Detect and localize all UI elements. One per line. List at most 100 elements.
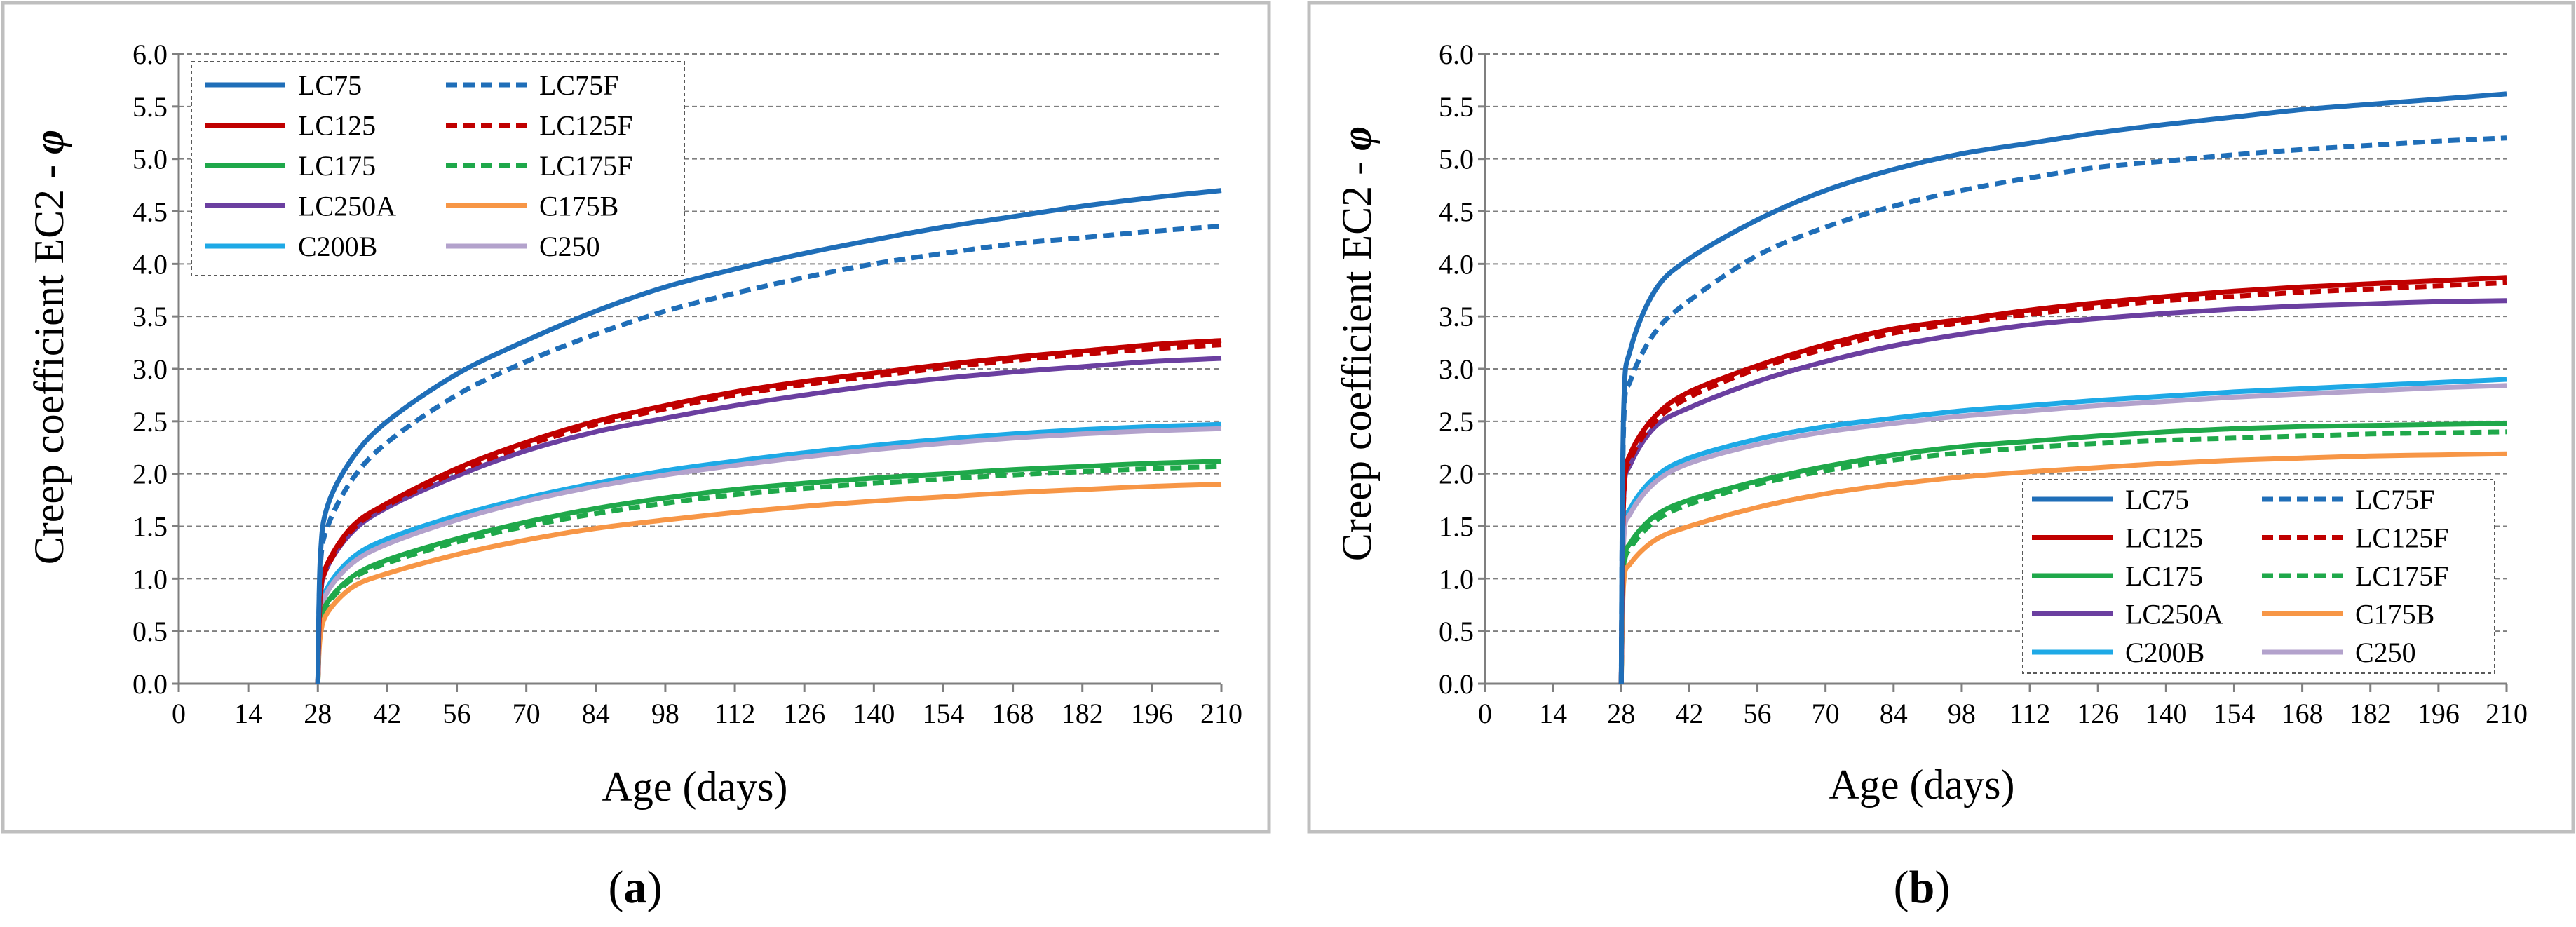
chart-b-y-tick-label: 0.5 bbox=[1439, 616, 1474, 647]
chart-a-x-tick-label: 126 bbox=[783, 698, 825, 729]
chart-b-y-axis-title: Creep coefficient EC2 - φ bbox=[1334, 126, 1380, 561]
chart-a-series bbox=[315, 188, 1222, 684]
chart-b-series-lc125f bbox=[1618, 280, 2507, 684]
chart-panel-b: 0.00.51.01.52.02.53.03.54.04.55.05.56.0 … bbox=[1307, 1, 2575, 834]
chart-a-x-tick-label: 168 bbox=[992, 698, 1034, 729]
chart-b-y-tick-label: 1.0 bbox=[1439, 563, 1474, 595]
chart-a-legend-label-lc75f: LC75F bbox=[539, 69, 618, 101]
chart-b-series-lc175 bbox=[1618, 421, 2507, 684]
chart-a-series-lc175f bbox=[315, 464, 1222, 684]
chart-b-x-tick-label: 196 bbox=[2418, 698, 2460, 729]
chart-a-legend-label-lc175: LC175 bbox=[298, 150, 376, 182]
chart-a-x-axis-title: Age (days) bbox=[602, 764, 788, 810]
chart-a-x-tick-label: 140 bbox=[853, 698, 895, 729]
chart-a-x-ticks: 0 14 28 42 56 70 84 98 112 126 140 154 168 182 196 210 bbox=[172, 684, 1242, 729]
chart-a-series-lc125f bbox=[315, 342, 1222, 684]
chart-b-x-axis-title: Age (days) bbox=[1829, 762, 2015, 808]
chart-a-y-tick-label: 6.0 bbox=[133, 39, 168, 70]
chart-b-y-tick-label: 0.0 bbox=[1439, 668, 1474, 700]
chart-a-y-tick-label: 3.0 bbox=[133, 353, 168, 385]
chart-a-series-lc75f bbox=[315, 224, 1222, 684]
chart-b-x-tick-label: 126 bbox=[2077, 698, 2119, 729]
chart-b-x-tick-label: 70 bbox=[1812, 698, 1840, 729]
chart-a-legend-label-lc250a: LC250A bbox=[298, 191, 396, 222]
chart-b-legend-label-lc175f: LC175F bbox=[2355, 560, 2448, 592]
chart-a-y-tick-label: 3.5 bbox=[133, 301, 168, 332]
chart-b-x-tick-label: 28 bbox=[1607, 698, 1635, 729]
chart-a-x-tick-label: 42 bbox=[373, 698, 401, 729]
chart-a-y-tick-label: 2.5 bbox=[133, 406, 168, 438]
chart-a-legend-label-c200b: C200B bbox=[298, 231, 377, 262]
chart-a-legend-label-c175b: C175B bbox=[539, 191, 618, 222]
chart-b-y-tick-label: 1.5 bbox=[1439, 511, 1474, 543]
chart-b-y-tick-label: 3.0 bbox=[1439, 353, 1474, 385]
chart-a-y-tick-label: 2.0 bbox=[133, 459, 168, 490]
chart-a-x-tick-label: 28 bbox=[304, 698, 332, 729]
chart-b-x-tick-label: 112 bbox=[2009, 698, 2051, 729]
chart-b-series-c200b bbox=[1618, 377, 2507, 684]
chart-a-y-tick-label: 5.5 bbox=[133, 91, 168, 123]
caption-b: (b) bbox=[1894, 862, 1951, 913]
chart-b-legend: LC75 LC75F LC125 LC125F LC175 LC175F LC250A C17… bbox=[2022, 479, 2495, 674]
chart-a-legend-label-lc75: LC75 bbox=[298, 69, 362, 101]
chart-a-x-tick-label: 14 bbox=[234, 698, 262, 729]
chart-b-legend-label-lc125f: LC125F bbox=[2355, 522, 2448, 554]
chart-b-series bbox=[1618, 91, 2507, 684]
chart-a-y-tick-label: 4.5 bbox=[133, 196, 168, 228]
chart-a-legend-label-lc175f: LC175F bbox=[539, 150, 632, 182]
chart-a-x-tick-label: 112 bbox=[714, 698, 756, 729]
chart-a-y-tick-label: 4.0 bbox=[133, 248, 168, 280]
chart-a-y-tick-label: 1.0 bbox=[133, 563, 168, 595]
chart-b-series-lc175f bbox=[1618, 429, 2507, 684]
chart-a-y-tick-label: 0.5 bbox=[133, 616, 168, 647]
chart-b-y-tick-label: 2.0 bbox=[1439, 459, 1474, 490]
chart-a-legend: LC75 LC75F LC125 LC125F LC175 LC175F LC250A C17… bbox=[191, 61, 685, 276]
chart-a-legend-label-lc125: LC125 bbox=[298, 110, 376, 142]
chart-b-legend-label-c200b: C200B bbox=[2125, 637, 2204, 668]
chart-b-x-tick-label: 168 bbox=[2282, 698, 2324, 729]
chart-b-x-tick-label: 56 bbox=[1744, 698, 1772, 729]
chart-a-series-c200b bbox=[315, 421, 1222, 684]
chart-a-y-ticks: 0.0 0.5 1.0 1.5 2.0 2.5 3.0 3.5 4.0 4.5 5.0 5.5 6.0 bbox=[133, 39, 179, 700]
chart-b-y-tick-label: 4.5 bbox=[1439, 196, 1474, 228]
chart-b-y-tick-label: 3.5 bbox=[1439, 301, 1474, 332]
chart-a-y-tick-label: 5.0 bbox=[133, 144, 168, 175]
chart-b-x-tick-label: 154 bbox=[2213, 698, 2255, 729]
chart-a-x-tick-label: 98 bbox=[651, 698, 679, 729]
chart-a-x-tick-label: 0 bbox=[172, 698, 186, 729]
chart-a-y-tick-label: 0.0 bbox=[133, 668, 168, 700]
chart-b-legend-label-c175b: C175B bbox=[2355, 599, 2434, 630]
caption-a: (a) bbox=[609, 862, 663, 913]
chart-b-x-tick-label: 98 bbox=[1948, 698, 1976, 729]
chart-b-x-tick-label: 210 bbox=[2486, 698, 2528, 729]
chart-b-x-tick-label: 0 bbox=[1478, 698, 1492, 729]
chart-a-x-tick-label: 182 bbox=[1062, 698, 1104, 729]
chart-b-legend-label-lc175: LC175 bbox=[2125, 560, 2203, 592]
chart-b-legend-label-lc75: LC75 bbox=[2125, 484, 2189, 515]
chart-b-legend-label-lc75f: LC75F bbox=[2355, 484, 2434, 515]
chart-a-y-tick-label: 1.5 bbox=[133, 511, 168, 543]
chart-a-legend-label-lc125f: LC125F bbox=[539, 110, 632, 142]
chart-a-x-tick-label: 56 bbox=[443, 698, 471, 729]
chart-b-y-tick-label: 5.5 bbox=[1439, 91, 1474, 123]
chart-b-y-tick-label: 5.0 bbox=[1439, 144, 1474, 175]
chart-b-x-tick-label: 182 bbox=[2350, 698, 2392, 729]
chart-a-x-tick-label: 154 bbox=[922, 698, 964, 729]
chart-b-y-tick-label: 4.0 bbox=[1439, 248, 1474, 280]
chart-panel-a: 0.00.51.01.52.02.53.03.54.04.55.05.56.0 … bbox=[1, 1, 1271, 834]
chart-b-y-tick-label: 2.5 bbox=[1439, 406, 1474, 438]
chart-a-series-c250 bbox=[315, 426, 1222, 684]
chart-a-series-c175b bbox=[315, 482, 1222, 684]
chart-a-legend-label-c250: C250 bbox=[539, 231, 600, 262]
chart-a-x-tick-label: 84 bbox=[582, 698, 610, 729]
chart-b-x-ticks: 0 14 28 42 56 70 84 98 112 126 140 154 168 182 196 210 bbox=[1478, 684, 2528, 729]
chart-b-x-tick-label: 84 bbox=[1880, 698, 1908, 729]
chart-a-x-tick-label: 210 bbox=[1200, 698, 1242, 729]
chart-b-series-c175b bbox=[1618, 451, 2507, 684]
chart-b-x-tick-label: 42 bbox=[1675, 698, 1703, 729]
chart-b-series-lc75f bbox=[1618, 135, 2507, 684]
chart-b-legend-label-lc125: LC125 bbox=[2125, 522, 2203, 554]
chart-a-legend-frame bbox=[191, 61, 685, 276]
chart-b-x-tick-label: 14 bbox=[1539, 698, 1567, 729]
